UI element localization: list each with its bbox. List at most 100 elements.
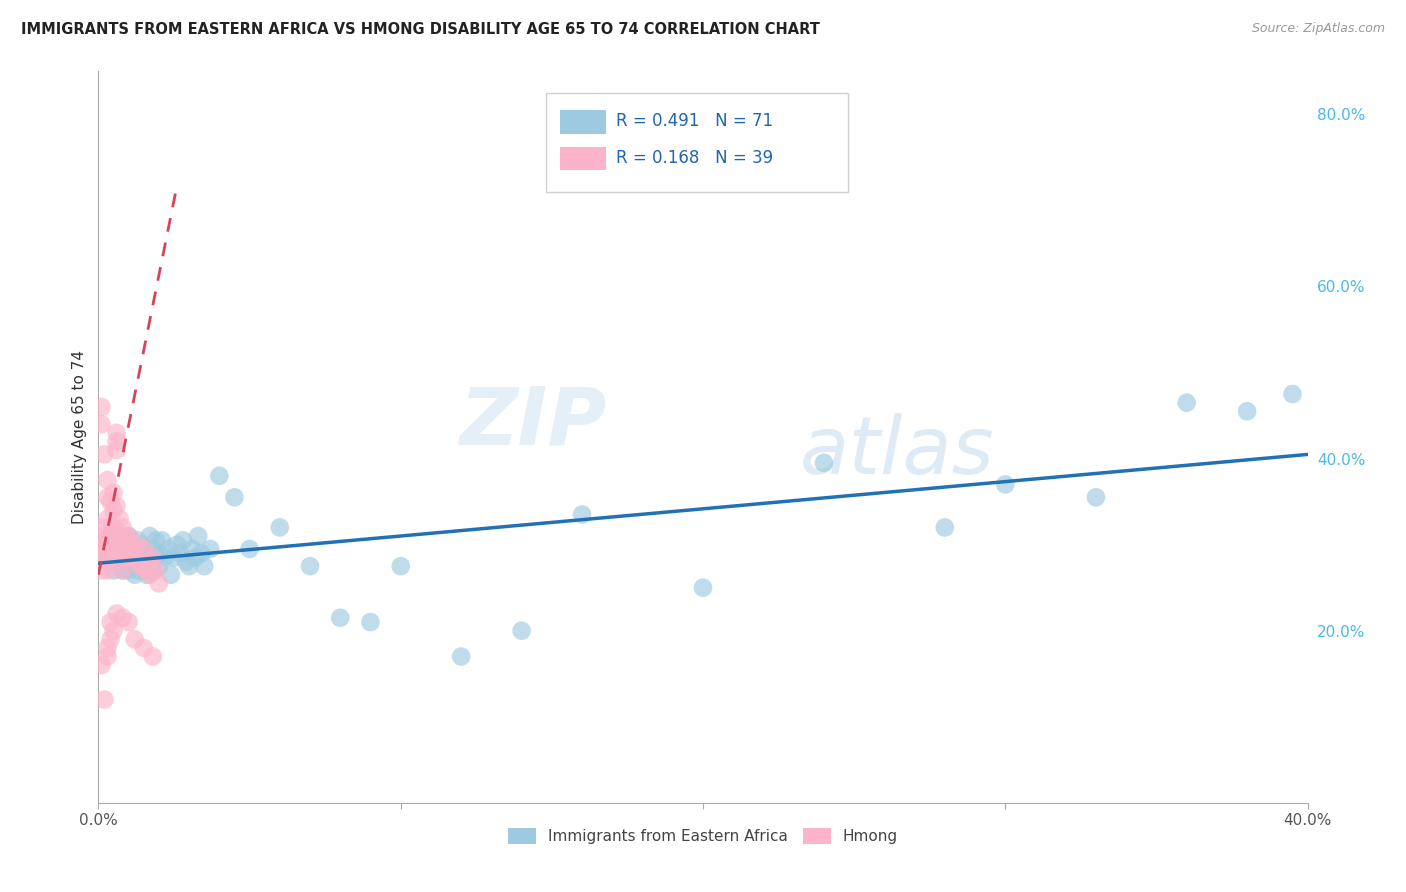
Point xyxy=(172,533,194,548)
Point xyxy=(150,533,173,548)
Point xyxy=(90,564,112,578)
Point xyxy=(93,447,115,461)
Point xyxy=(156,541,179,556)
Point xyxy=(118,550,141,565)
Point xyxy=(692,581,714,595)
Point xyxy=(269,520,291,534)
Point xyxy=(96,649,118,664)
Point xyxy=(174,555,197,569)
Point xyxy=(100,615,122,629)
Text: R = 0.491   N = 71: R = 0.491 N = 71 xyxy=(616,112,773,130)
Point xyxy=(129,538,152,552)
Point xyxy=(108,555,131,569)
Point xyxy=(145,533,167,548)
Point xyxy=(1281,387,1303,401)
Point xyxy=(135,550,157,565)
Point xyxy=(127,533,149,548)
Point xyxy=(118,529,141,543)
Point xyxy=(105,550,128,565)
Point xyxy=(193,559,215,574)
Point xyxy=(1175,395,1198,409)
Point xyxy=(90,658,112,673)
Point xyxy=(90,400,112,414)
Point xyxy=(148,546,170,560)
Point xyxy=(132,541,155,556)
Point xyxy=(118,564,141,578)
Point xyxy=(450,649,472,664)
Point xyxy=(105,442,128,457)
Point xyxy=(142,564,165,578)
Point xyxy=(118,615,141,629)
Text: ZIP: ZIP xyxy=(458,384,606,461)
Point xyxy=(142,541,165,556)
Point xyxy=(299,559,322,574)
Point xyxy=(96,533,118,548)
Point xyxy=(114,550,136,565)
Point xyxy=(190,546,212,560)
FancyBboxPatch shape xyxy=(546,94,848,192)
Point xyxy=(96,473,118,487)
Point xyxy=(108,541,131,556)
Point xyxy=(93,520,115,534)
Point xyxy=(132,640,155,655)
Point xyxy=(360,615,382,629)
Point xyxy=(124,632,146,647)
Point xyxy=(105,541,128,556)
Point xyxy=(105,538,128,552)
Point xyxy=(239,541,262,556)
Point xyxy=(114,533,136,548)
Point xyxy=(127,564,149,578)
Point xyxy=(93,692,115,706)
Point xyxy=(1085,491,1108,505)
Point xyxy=(132,546,155,560)
Point xyxy=(103,486,125,500)
Point xyxy=(108,512,131,526)
Point xyxy=(124,550,146,565)
Point xyxy=(121,541,143,556)
Point xyxy=(108,529,131,543)
Point xyxy=(103,520,125,534)
Point xyxy=(139,529,162,543)
Point xyxy=(142,550,165,565)
Point xyxy=(111,611,134,625)
Point xyxy=(510,624,533,638)
Point xyxy=(90,529,112,543)
Point xyxy=(139,567,162,582)
Point xyxy=(114,538,136,552)
Point xyxy=(179,559,201,574)
Point xyxy=(105,434,128,449)
Point xyxy=(127,538,149,552)
Point xyxy=(166,538,188,552)
Point xyxy=(96,550,118,565)
Point xyxy=(132,559,155,574)
Point xyxy=(142,649,165,664)
Point xyxy=(100,529,122,543)
Point xyxy=(93,541,115,556)
Point xyxy=(96,541,118,556)
Text: IMMIGRANTS FROM EASTERN AFRICA VS HMONG DISABILITY AGE 65 TO 74 CORRELATION CHAR: IMMIGRANTS FROM EASTERN AFRICA VS HMONG … xyxy=(21,22,820,37)
Point xyxy=(100,632,122,647)
FancyBboxPatch shape xyxy=(561,110,606,134)
Point xyxy=(129,559,152,574)
Point xyxy=(124,546,146,560)
Point xyxy=(96,491,118,505)
Point xyxy=(124,550,146,565)
Point xyxy=(129,559,152,574)
Point xyxy=(90,417,112,432)
Point xyxy=(135,564,157,578)
Point xyxy=(121,550,143,565)
Point xyxy=(124,567,146,582)
Point xyxy=(103,546,125,560)
Point xyxy=(145,550,167,565)
Point xyxy=(93,550,115,565)
Point xyxy=(103,624,125,638)
Point xyxy=(100,550,122,565)
Point xyxy=(208,468,231,483)
Point xyxy=(103,503,125,517)
Point xyxy=(96,512,118,526)
Point xyxy=(118,541,141,556)
Point xyxy=(139,555,162,569)
Point xyxy=(105,499,128,513)
Point xyxy=(100,541,122,556)
Point xyxy=(100,494,122,508)
